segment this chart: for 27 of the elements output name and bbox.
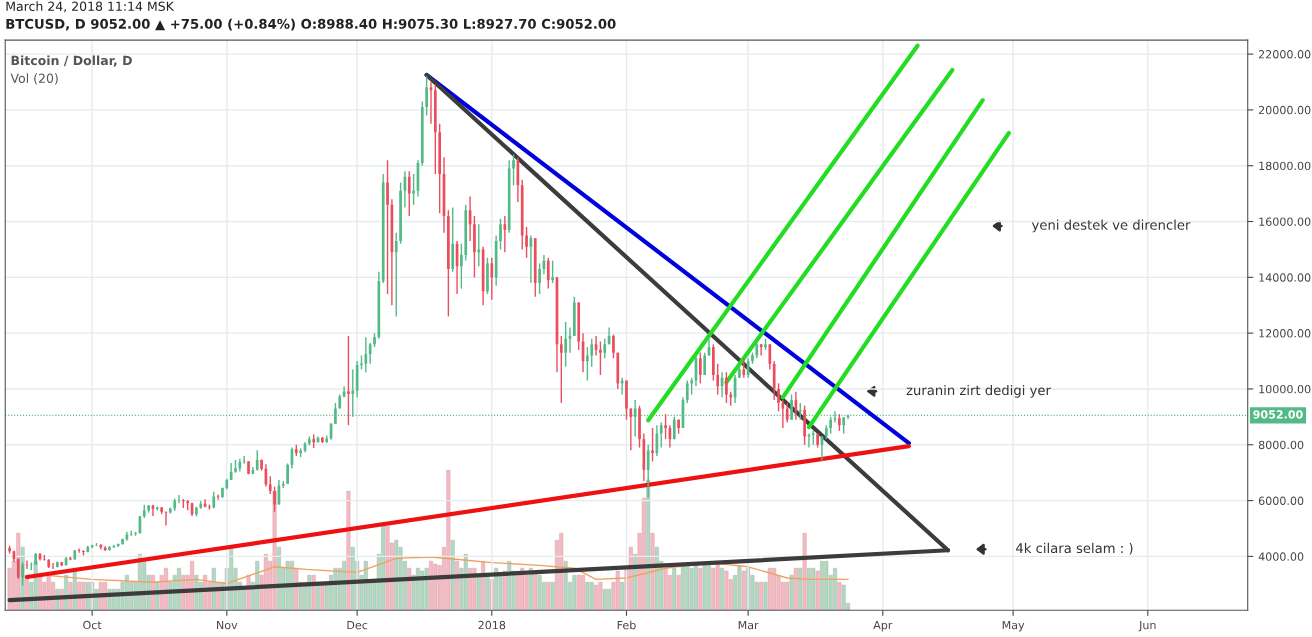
chart-title: BTCUSD, D 9052.00 ▲ +75.00 (+0.84%) O:8988.40 H:9075.30 L:8927.70 C:9052.00 [6,18,616,31]
x-tick-label: Feb [617,620,636,630]
ref-line-label: 9052.00 [1253,410,1303,419]
annotation: 4k cilara selam : ) [1016,542,1133,555]
y-tick-label: 4000.00 [1258,552,1304,561]
y-tick-label: 20000.00 [1258,105,1311,115]
text: Bitcoin / Dollar, D [11,55,132,67]
y-tick-label: 12000.00 [1259,329,1311,338]
y-tick-label: 10000.00 [1259,384,1311,394]
x-tick-label: Jun [1138,621,1156,632]
annotation: yeni destek ve direncler [1031,219,1191,233]
y-tick-label: 22000.00 [1258,50,1311,59]
x-tick-label: Dec [347,621,368,630]
annotation: zuranin zirt dedigi yer [906,384,1051,398]
y-tick-label: 8000.00 [1258,440,1304,450]
x-tick-label: Mar [738,621,759,630]
chart-title: Vol (20) [10,73,58,85]
x-tick-label: May [1002,621,1025,632]
text: March 24, 2018 11:14 MSK [6,1,175,13]
x-tick-label: 2018 [478,620,506,630]
y-tick-label: 14000.00 [1259,273,1311,282]
x-tick-label: Nov [217,621,238,630]
y-tick-label: 18000.00 [1259,161,1311,171]
x-tick-label: Oct [83,620,102,630]
y-tick-label: 16000.00 [1259,217,1311,226]
x-tick-label: Apr [873,621,893,632]
y-tick-label: 6000.00 [1258,496,1304,505]
